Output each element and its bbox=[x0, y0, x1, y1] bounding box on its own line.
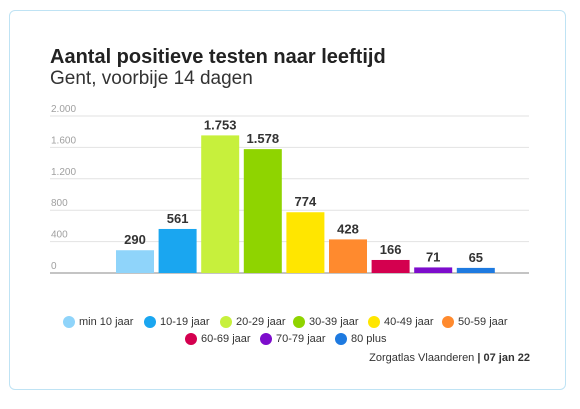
bar-60-69-jaar[interactable] bbox=[371, 259, 410, 273]
bar-value-label: 290 bbox=[124, 232, 146, 247]
legend-item[interactable]: 40-49 jaar bbox=[368, 316, 434, 328]
legend-item[interactable]: 60-69 jaar bbox=[185, 333, 251, 345]
legend-item[interactable]: 70-79 jaar bbox=[260, 333, 326, 345]
y-tick-label: 0 bbox=[51, 261, 57, 272]
legend-swatch bbox=[368, 316, 380, 328]
legend-label: min 10 jaar bbox=[79, 316, 134, 328]
bar-30-39-jaar[interactable] bbox=[243, 149, 282, 273]
legend-swatch bbox=[335, 333, 347, 345]
legend-item[interactable]: 50-59 jaar bbox=[442, 316, 508, 328]
bar-value-label: 774 bbox=[295, 194, 317, 209]
source-date: 07 jan 22 bbox=[483, 352, 530, 364]
chart-title: Aantal positieve testen naar leeftijd bbox=[50, 46, 386, 68]
bar-70-79-jaar[interactable] bbox=[414, 267, 453, 273]
legend-label: 20-29 jaar bbox=[236, 316, 286, 328]
bar-80-plus[interactable] bbox=[456, 267, 495, 273]
source-name: Zorgatlas Vlaanderen bbox=[369, 352, 475, 364]
bar-value-label: 65 bbox=[469, 250, 483, 265]
legend-label: 70-79 jaar bbox=[276, 333, 326, 345]
y-tick-label: 1.600 bbox=[51, 135, 76, 146]
bar-value-label: 1.578 bbox=[247, 131, 280, 146]
legend-label: 10-19 jaar bbox=[160, 316, 210, 328]
legend-item[interactable]: 10-19 jaar bbox=[144, 316, 210, 328]
bar-value-label: 166 bbox=[380, 242, 402, 257]
legend-swatch bbox=[63, 316, 75, 328]
legend-item[interactable]: 20-29 jaar bbox=[220, 316, 286, 328]
legend-item[interactable]: 30-39 jaar bbox=[293, 316, 359, 328]
chart-card bbox=[9, 10, 566, 390]
legend-item[interactable]: 80 plus bbox=[335, 333, 386, 345]
bar-50-59-jaar[interactable] bbox=[329, 239, 367, 273]
legend-label: 50-59 jaar bbox=[458, 316, 508, 328]
legend-label: 30-39 jaar bbox=[309, 316, 359, 328]
legend-label: 60-69 jaar bbox=[201, 333, 251, 345]
y-tick-label: 800 bbox=[51, 198, 68, 209]
source-date-sep: | bbox=[474, 352, 484, 364]
bar-40-49-jaar[interactable] bbox=[286, 212, 325, 273]
legend-swatch bbox=[144, 316, 156, 328]
y-tick-label: 1.200 bbox=[51, 167, 76, 178]
bar-value-label: 71 bbox=[426, 249, 440, 264]
legend-swatch bbox=[185, 333, 197, 345]
legend-item[interactable]: min 10 jaar bbox=[63, 316, 133, 328]
bar-value-label: 428 bbox=[337, 221, 359, 236]
legend-swatch bbox=[260, 333, 272, 345]
bar-value-label: 561 bbox=[167, 211, 189, 226]
legend-swatch bbox=[293, 316, 305, 328]
bar-10-19-jaar[interactable] bbox=[158, 228, 197, 273]
bar-20-29-jaar[interactable] bbox=[201, 135, 240, 273]
y-tick-label: 400 bbox=[51, 230, 68, 241]
legend-label: 40-49 jaar bbox=[384, 316, 434, 328]
chart-subtitle: Gent, voorbije 14 dagen bbox=[50, 68, 253, 89]
source-credit: Zorgatlas Vlaanderen | 07 jan 22 bbox=[369, 352, 530, 364]
bar-min-10-jaar[interactable] bbox=[116, 250, 154, 273]
legend-swatch bbox=[220, 316, 232, 328]
legend-label: 80 plus bbox=[351, 333, 387, 345]
bar-value-label: 1.753 bbox=[204, 117, 237, 132]
y-tick-label: 2.000 bbox=[51, 104, 76, 115]
legend-swatch bbox=[442, 316, 454, 328]
